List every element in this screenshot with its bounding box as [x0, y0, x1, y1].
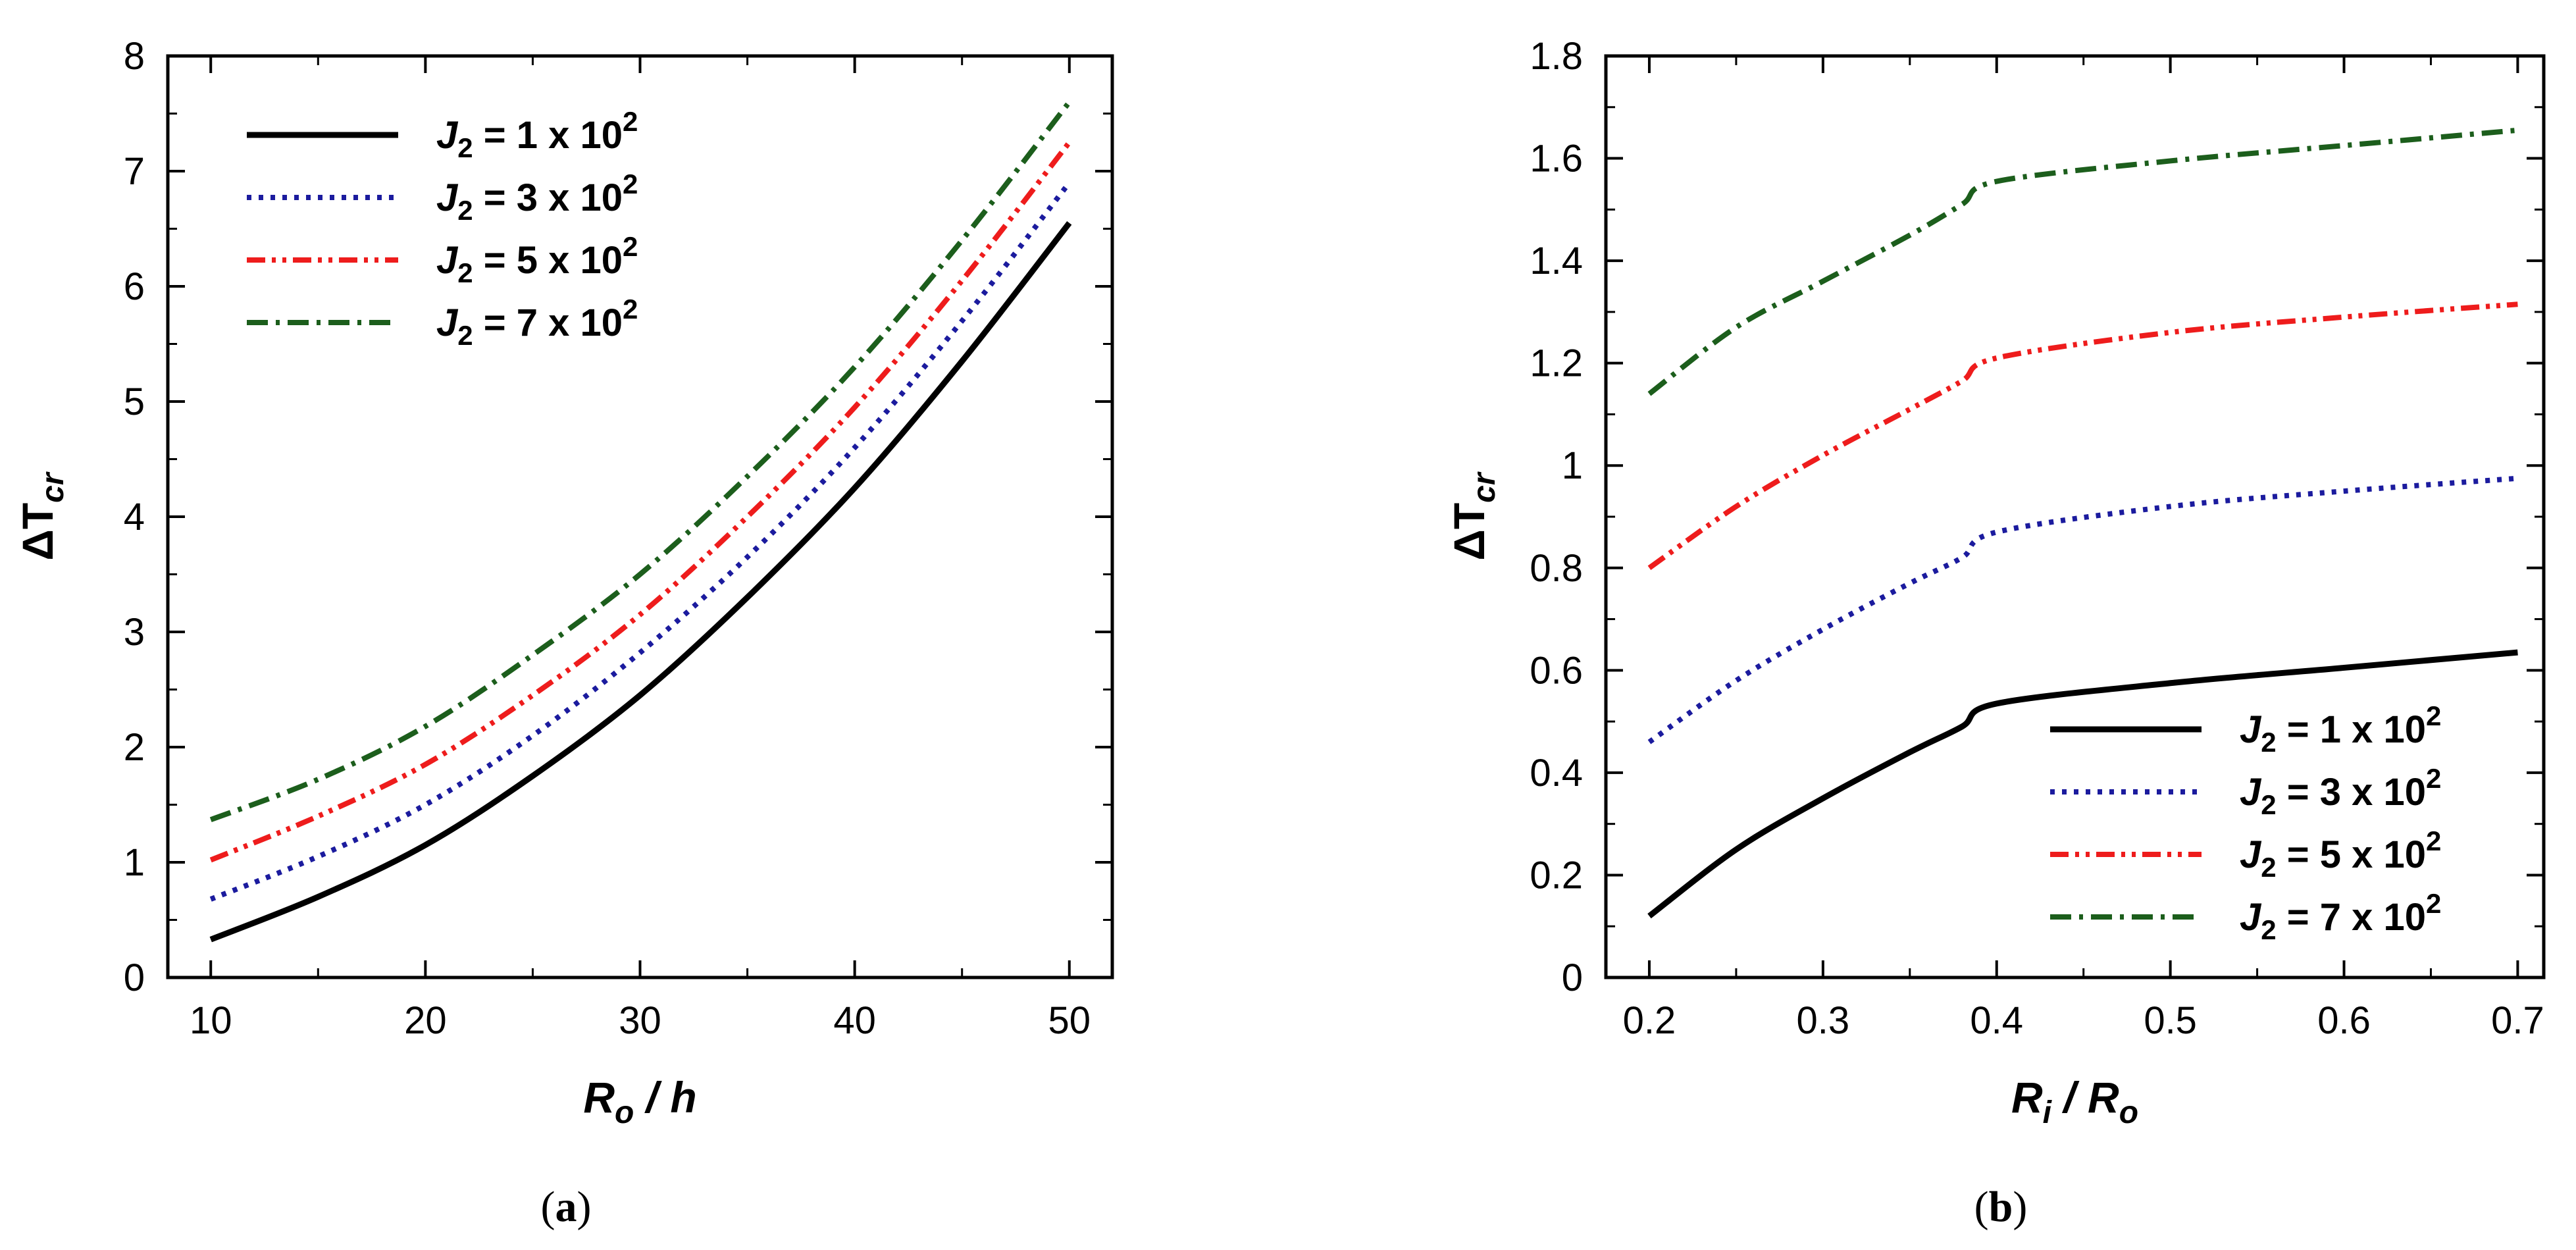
series-line-2: [1647, 475, 2518, 744]
y-tick-label: 0.2: [1530, 854, 1583, 897]
y-tick-label: 7: [124, 150, 145, 193]
legend-label-3: J2 = 5 x 102: [436, 231, 638, 288]
legend-label-2: J2 = 3 x 102: [436, 169, 638, 226]
y-tick-label: 0: [1562, 956, 1583, 999]
x-tick-label: 0.3: [1797, 999, 1850, 1042]
legend-label-4: J2 = 7 x 102: [2240, 888, 2441, 945]
series-line-4: [209, 100, 1071, 822]
x-tick-label: 0.4: [1970, 999, 2023, 1042]
chart-panel-b: 0 0.2 0.4 0.6 0.8 1 1.2 1.4 1.6 1.8 0.2 0.3 0.4 0.5 0.…: [1445, 35, 2546, 1231]
series-lines: [209, 100, 1072, 943]
panel-caption-a: (a): [541, 1183, 592, 1231]
legend-label-2: J2 = 3 x 102: [2240, 763, 2441, 820]
y-tick-label: 0.6: [1530, 649, 1583, 692]
legend-label-1: J2 = 1 x 102: [436, 106, 638, 163]
x-tick-label: 0.5: [2144, 999, 2197, 1042]
chart-panel-a: 0 1 2 3 4 5 6 7 8 10 20 30 40 50 J2 = 1 x 102 J2 = 3 x…: [13, 35, 1114, 1231]
series-line-3: [1647, 301, 2518, 571]
series-line-4: [1647, 127, 2518, 396]
x-tick-label: 20: [404, 999, 447, 1042]
legend-label-3: J2 = 5 x 102: [2240, 825, 2441, 883]
tick-labels: 0 0.2 0.4 0.6 0.8 1 1.2 1.4 1.6 1.8 0.2 0.3 0.4 0.5 0.…: [1530, 35, 2544, 1042]
y-tick-label: 4: [124, 496, 145, 538]
y-tick-label: 0.8: [1530, 547, 1583, 590]
x-tick-label: 40: [833, 999, 876, 1042]
x-tick-label: 0.2: [1623, 999, 1676, 1042]
y-tick-label: 1.4: [1530, 240, 1583, 282]
x-tick-label: 30: [619, 999, 661, 1042]
x-tick-label: 0.6: [2317, 999, 2371, 1042]
series-line-3: [209, 140, 1071, 863]
x-tick-label: 0.7: [2491, 999, 2544, 1042]
y-tick-label: 5: [124, 380, 145, 423]
y-tick-label: 0.4: [1530, 752, 1583, 794]
y-tick-label: 2: [124, 726, 145, 769]
y-axis-label: ΔTcr: [1445, 471, 1502, 560]
y-tick-label: 0: [124, 956, 145, 999]
y-tick-label: 1.6: [1530, 138, 1583, 180]
plot-frame: [1604, 54, 2546, 979]
y-tick-label: 1: [124, 841, 145, 884]
series-line-1: [1647, 649, 2518, 919]
y-tick-label: 1: [1562, 444, 1583, 487]
legend-label-4: J2 = 7 x 102: [436, 294, 638, 351]
y-tick-label: 3: [124, 611, 145, 654]
series-lines: [1647, 127, 2518, 919]
series-line-1: [209, 221, 1072, 943]
x-axis-label: Ro / h: [583, 1073, 696, 1130]
plot-frame: [166, 54, 1114, 979]
y-tick-label: 6: [124, 265, 145, 308]
y-tick-label: 1.8: [1530, 35, 1583, 78]
y-axis-label: ΔTcr: [13, 471, 70, 560]
y-tick-label: 8: [124, 35, 145, 78]
x-axis-label: Ri / Ro: [2011, 1073, 2138, 1130]
x-tick-label: 10: [190, 999, 232, 1042]
y-tick-label: 1.2: [1530, 342, 1583, 385]
x-tick-label: 50: [1048, 999, 1091, 1042]
tick-labels: 0 1 2 3 4 5 6 7 8 10 20 30 40 50: [124, 35, 1091, 1042]
legend-label-1: J2 = 1 x 102: [2240, 700, 2441, 758]
series-line-2: [209, 181, 1071, 902]
panel-caption-b: (b): [1974, 1183, 2028, 1231]
